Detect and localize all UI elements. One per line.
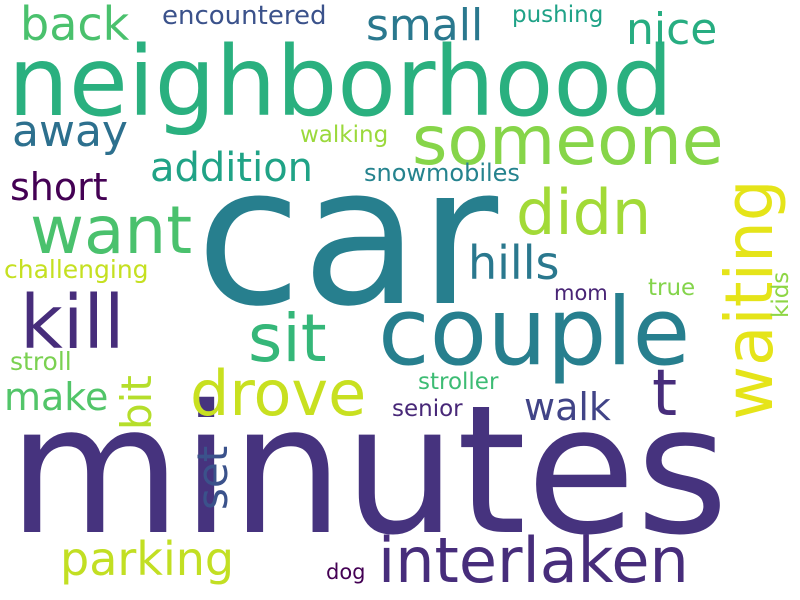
- word-someone: someone: [412, 102, 724, 181]
- word-dog: dog: [326, 560, 366, 584]
- word-kill: kill: [20, 280, 125, 366]
- word-nice: nice: [626, 4, 718, 55]
- word-make: make: [4, 375, 109, 419]
- word-back: back: [20, 0, 130, 51]
- word-encountered: encountered: [162, 1, 327, 31]
- word-interlaken: interlaken: [378, 524, 689, 597]
- word-t: t: [652, 357, 678, 431]
- word-couple: couple: [378, 278, 691, 387]
- word-neighborhood: neighborhood: [8, 26, 674, 138]
- word-car: car: [196, 126, 499, 349]
- word-kids: kids: [768, 271, 794, 318]
- word-set: set: [188, 445, 237, 510]
- word-drove: drove: [190, 357, 367, 430]
- word-small: small: [366, 0, 484, 51]
- word-stroll: stroll: [10, 347, 72, 376]
- word-pushing: pushing: [512, 2, 604, 28]
- word-away: away: [12, 106, 128, 157]
- word-mom: mom: [554, 281, 608, 305]
- word-hills: hills: [468, 236, 560, 290]
- word-walking: walking: [300, 122, 389, 148]
- word-bit: bit: [112, 375, 161, 430]
- word-short: short: [10, 165, 108, 209]
- word-senior: senior: [392, 396, 463, 422]
- word-true: true: [648, 275, 696, 301]
- word-addition: addition: [150, 145, 314, 191]
- word-stroller: stroller: [418, 369, 499, 395]
- word-want: want: [30, 192, 193, 269]
- word-minutes: minutes: [8, 367, 729, 574]
- word-walk: walk: [524, 385, 611, 429]
- word-snowmobiles: snowmobiles: [364, 159, 520, 187]
- word-sit: sit: [248, 300, 327, 377]
- word-parking: parking: [60, 532, 235, 586]
- word-challenging: challenging: [4, 255, 149, 284]
- word-didn: didn: [516, 176, 652, 249]
